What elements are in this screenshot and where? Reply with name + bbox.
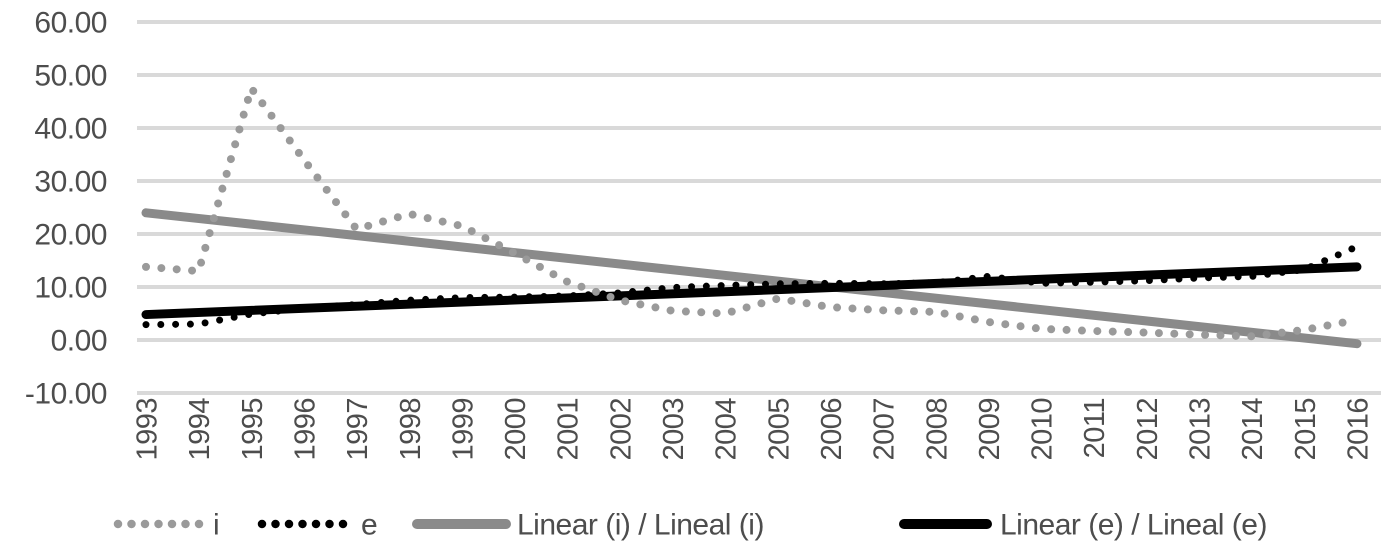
x-axis-tick-label: 2011 [1079,398,1111,458]
x-axis-tick-label: 1997 [342,398,374,461]
series-e-dotted-line [142,243,1361,329]
x-axis-tick-label: 1994 [184,398,216,461]
x-axis-tick-label: 2005 [763,398,795,461]
legend-item-e: e [257,509,378,542]
y-axis-tick-label: -10.00 [25,378,107,411]
x-axis-tick-label: 2004 [711,398,743,461]
x-axis-tick-label: 1998 [395,398,427,461]
legend: i e Linear (i) / Lineal (i) Linear (e) / Li… [113,509,1267,542]
legend-item-label: i [213,509,219,542]
x-axis-tick-label: 1996 [289,398,321,461]
legend-item-label: e [361,509,377,542]
x-axis-tick-label: 2016 [1342,398,1374,461]
x-axis-tick-label: 1993 [132,398,164,461]
y-axis-labels-group: 60.00 50.00 40.00 30.00 20.00 10.00 0.00 -10.00 [25,7,108,411]
legend-item-label: Linear (e) / Lineal (e) [1000,509,1267,542]
x-axis-tick-label: 2000 [500,398,532,461]
legend-item-i: i [113,509,220,542]
x-axis-tick-label: 2001 [553,398,585,461]
x-axis-tick-label: 2006 [816,398,848,461]
trendline-i [141,208,1362,349]
legend-item-linear-i: Linear (i) / Lineal (i) [412,509,764,542]
trendline-e [141,262,1362,320]
legend-item-linear-e: Linear (e) / Lineal (e) [899,509,1267,542]
x-axis-tick-label: 2008 [921,398,953,461]
x-axis-labels-group: 1993 1994 1995 1996 1997 1998 1999 2000 2001 2002… [132,398,1375,461]
x-axis-tick-label: 1999 [447,398,479,461]
y-axis-tick-label: 40.00 [34,113,107,146]
y-axis-tick-label: 0.00 [51,325,107,358]
y-axis-tick-label: 50.00 [34,60,107,93]
x-axis-tick-label: 2013 [1185,398,1217,461]
gridlines-group [137,20,1381,395]
x-axis-tick-label: 1995 [237,398,269,461]
x-axis-tick-label: 2010 [1027,398,1059,461]
x-axis-tick-label: 2014 [1237,398,1269,461]
series-i-dotted-line [142,79,1361,341]
x-axis-tick-label: 2003 [658,398,690,461]
x-axis-tick-label: 2012 [1132,398,1164,461]
x-axis-tick-label: 2007 [869,398,901,461]
y-axis-tick-label: 20.00 [34,219,107,252]
legend-item-label: Linear (i) / Lineal (i) [517,509,764,542]
x-axis-tick-label: 2015 [1290,398,1322,461]
x-axis-tick-label: 2009 [974,398,1006,461]
y-axis-tick-label: 60.00 [34,7,107,40]
y-axis-tick-label: 10.00 [34,272,107,305]
y-axis-tick-label: 30.00 [34,166,107,199]
x-axis-tick-label: 2002 [605,398,637,461]
